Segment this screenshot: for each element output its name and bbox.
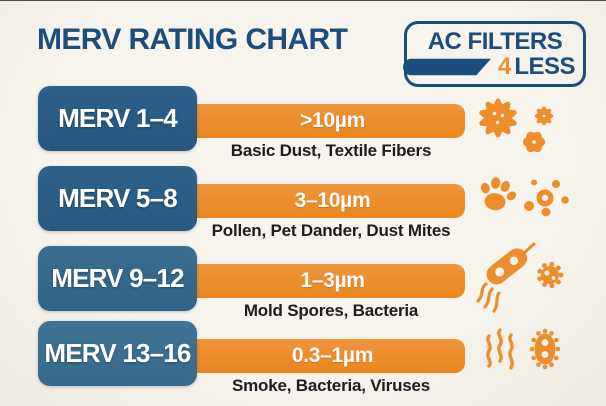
particle-size-label: 0.3–1µm	[291, 344, 374, 367]
particle-size-label: 3–10µm	[294, 189, 371, 212]
merv-range-badge: MERV 5–8	[38, 166, 197, 231]
logo-bottom-row: 4 LESS	[402, 53, 575, 81]
merv-row-1-4: >10µm MERV 1–4 Basic Dust, Textile Fiber…	[0, 86, 606, 166]
filter-swoosh-icon	[402, 58, 491, 76]
merv-range-badge: MERV 13–16	[38, 321, 197, 386]
merv-row-9-12: 1–3µm MERV 9–12 Mold Spores, Bacteria	[0, 242, 606, 326]
contaminants-label: Mold Spores, Bacteria	[243, 301, 419, 320]
row-icons	[472, 86, 590, 166]
smoke-waves-icon	[486, 328, 514, 370]
pollen-flower-icon	[522, 131, 546, 153]
contaminants-label: Smoke, Bacteria, Viruses	[231, 376, 431, 395]
bacterium-icon	[476, 242, 536, 313]
merv-range-badge: MERV 9–12	[38, 246, 197, 311]
logo-number: 4	[497, 53, 512, 81]
contaminants-label: Pollen, Pet Dander, Dust Mites	[211, 221, 451, 240]
dust-mite-cluster-icon	[524, 179, 569, 217]
small-dust-burst-icon	[534, 106, 554, 126]
virus-icon	[537, 261, 564, 289]
logo-text-top: AC FILTERS	[427, 28, 563, 56]
ac-filters-4-less-logo: AC FILTERS 4 LESS	[402, 21, 586, 87]
logo-text-less: LESS	[514, 53, 575, 81]
merv-row-13-16: 0.3–1µm MERV 13–16 Smoke, Bacteria, Viru…	[0, 321, 606, 401]
large-dust-burst-icon	[479, 98, 517, 138]
row-icons	[472, 166, 590, 246]
row-icons	[472, 242, 590, 326]
particle-size-label: >10µm	[300, 109, 365, 132]
paw-print-icon	[480, 177, 517, 211]
contaminants-label: Basic Dust, Textile Fibers	[230, 141, 432, 160]
merv-range-badge: MERV 1–4	[38, 86, 197, 151]
merv-row-5-8: 3–10µm MERV 5–8 Pollen, Pet Dander, Dust…	[0, 166, 606, 246]
page-title: MERV RATING CHART	[37, 23, 348, 56]
particle-size-label: 1–3µm	[300, 269, 365, 292]
oval-virus-icon	[529, 328, 561, 370]
row-icons	[472, 321, 590, 401]
